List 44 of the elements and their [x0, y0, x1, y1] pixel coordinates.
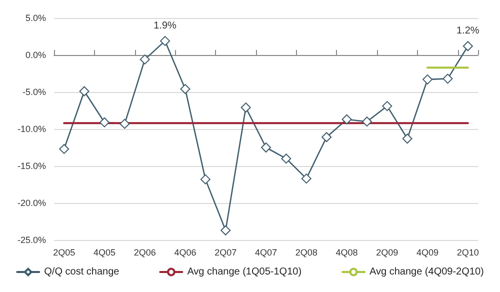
point: [200, 174, 210, 184]
x-tick-label: 2Q10: [456, 248, 479, 258]
x-tick-label: 4Q09: [416, 248, 439, 258]
point: [422, 74, 433, 84]
point: [382, 101, 392, 112]
point: [180, 84, 190, 94]
point: [462, 41, 473, 52]
y-tick-label: -20.0%: [17, 198, 46, 208]
x-tick-label: 4Q07: [254, 248, 278, 258]
y-tick-label: -5.0%: [22, 87, 46, 97]
point: [442, 74, 453, 84]
x-tick-label: 4Q08: [336, 248, 358, 258]
y-tick-label: 0.0%: [25, 50, 46, 60]
x-tick-label: 2Q07: [214, 248, 237, 258]
x-tick-label: 2Q05: [53, 248, 76, 258]
point: [402, 134, 412, 144]
point: [140, 54, 150, 64]
point: [362, 116, 372, 127]
legend-label: Avg change (1Q05-1Q10): [187, 266, 302, 278]
y-tick-label: -10.0%: [17, 124, 46, 134]
x-tick-label: 4Q05: [93, 248, 116, 258]
point: [99, 117, 110, 128]
y-tick-label: -15.0%: [17, 161, 46, 171]
point: [240, 102, 251, 113]
x-tick-label: 2Q06: [134, 248, 156, 258]
point: [120, 118, 130, 129]
point: [79, 86, 90, 96]
legend-label: Avg change (4Q09-2Q10): [370, 266, 484, 278]
point: [261, 142, 271, 152]
y-tick-label: -25.0%: [17, 235, 46, 245]
point: [301, 174, 312, 184]
point: [322, 132, 332, 142]
point: [59, 144, 70, 154]
point: [160, 36, 170, 46]
y-tick-label: 5.0%: [25, 13, 46, 23]
data-label: 1.9%: [154, 20, 177, 32]
legend-label: Q/Q cost change: [44, 266, 120, 278]
point: [281, 154, 292, 164]
x-tick-label: 2Q08: [295, 248, 318, 258]
point: [342, 114, 352, 124]
point: [220, 225, 231, 236]
data-label: 1.2%: [456, 26, 480, 37]
x-tick-label: 4Q06: [174, 248, 196, 258]
x-tick-label: 2Q09: [376, 248, 398, 258]
